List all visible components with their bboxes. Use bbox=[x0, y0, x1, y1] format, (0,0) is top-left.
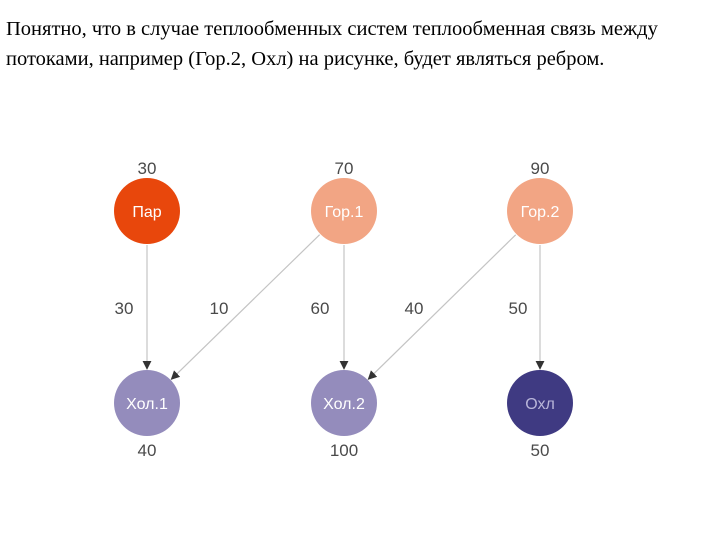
node-value-par: 30 bbox=[138, 159, 157, 178]
node-gor2: Гор.2 90 bbox=[507, 159, 573, 244]
node-label-hol2: Хол.2 bbox=[323, 396, 365, 413]
node-circle-par bbox=[114, 178, 180, 244]
node-label-ohl: Охл bbox=[525, 396, 555, 413]
node-label-par: Пар bbox=[132, 204, 161, 221]
node-circle-ohl bbox=[507, 370, 573, 436]
edge-value-gor1-hol2: 60 bbox=[311, 299, 330, 318]
node-gor1: Гор.1 70 bbox=[311, 159, 377, 244]
node-circle-gor1 bbox=[311, 178, 377, 244]
description-text: Понятно, что в случае теплообменных сист… bbox=[6, 18, 658, 70]
node-par: Пар 30 bbox=[114, 159, 180, 244]
node-label-gor2: Гор.2 bbox=[521, 204, 560, 221]
node-hol2: Хол.2 100 bbox=[311, 370, 377, 460]
node-value-hol2: 100 bbox=[330, 441, 358, 460]
node-circle-gor2 bbox=[507, 178, 573, 244]
edge-value-par-hol1: 30 bbox=[115, 299, 134, 318]
node-hol1: Хол.1 40 bbox=[114, 370, 180, 460]
node-circle-hol1 bbox=[114, 370, 180, 436]
node-label-hol1: Хол.1 bbox=[126, 396, 168, 413]
edge-value-gor2-hol2: 40 bbox=[405, 299, 424, 318]
node-value-ohl: 50 bbox=[531, 441, 550, 460]
edge-gor1-hol1 bbox=[170, 234, 321, 380]
edge-value-gor1-hol1: 10 bbox=[210, 299, 229, 318]
node-ohl: Охл 50 bbox=[507, 370, 573, 460]
node-value-gor2: 90 bbox=[531, 159, 550, 178]
node-value-gor1: 70 bbox=[335, 159, 354, 178]
node-circle-hol2 bbox=[311, 370, 377, 436]
node-value-hol1: 40 bbox=[138, 441, 157, 460]
edge-gor2-hol2 bbox=[367, 234, 517, 380]
edge-value-gor2-ohl: 50 bbox=[509, 299, 528, 318]
node-label-gor1: Гор.1 bbox=[325, 204, 364, 221]
